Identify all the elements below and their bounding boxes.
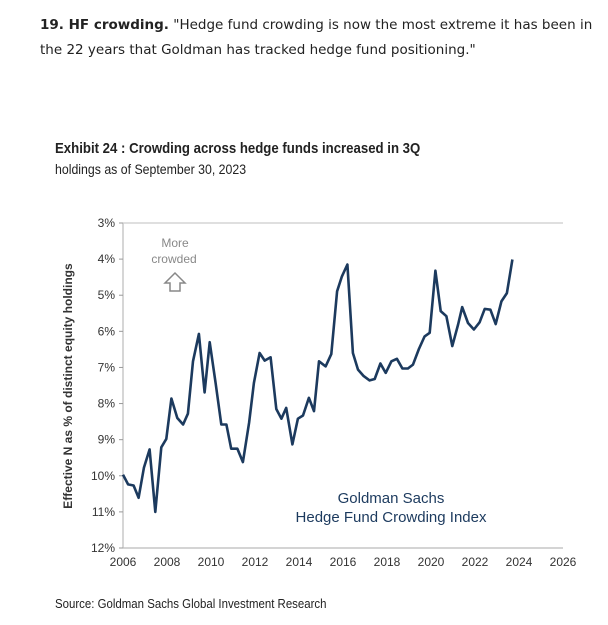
x-tick-label: 2020 [418,555,445,569]
exhibit-title: Exhibit 24 : Crowding across hedge funds… [55,140,421,157]
y-tick-label: 12% [91,541,115,555]
x-tick-label: 2012 [242,555,269,569]
series-label-line1: Goldman Sachs [338,490,445,507]
x-tick-label: 2024 [506,555,533,569]
y-tick-label: 3% [98,216,116,230]
y-tick-label: 8% [98,397,116,411]
y-axis-label: Effective N as % of distinct equity hold… [61,263,75,509]
intro-label: 19. HF crowding. [40,17,169,33]
y-tick-label: 10% [91,469,115,483]
x-tick-label: 2016 [330,555,357,569]
intro-paragraph: 19. HF crowding. "Hedge fund crowding is… [40,13,600,63]
y-tick-label: 9% [98,433,116,447]
intro-quote: "Hedge fund crowding is now the most ext… [40,17,593,58]
x-tick-label: 2022 [462,555,489,569]
annotation-crowded: crowded [151,252,196,266]
y-tick-label: 5% [98,288,116,302]
series-label-line2: Hedge Fund Crowding Index [296,509,487,526]
x-tick-label: 2026 [550,555,577,569]
y-tick-label: 11% [92,505,115,519]
x-tick-label: 2014 [286,555,313,569]
y-tick-label: 7% [98,360,116,374]
y-tick-label: 4% [98,252,116,266]
x-tick-label: 2018 [374,555,401,569]
annotation-more: More [161,236,189,250]
x-tick-label: 2010 [198,555,225,569]
x-tick-label: 2006 [110,555,137,569]
exhibit-subtitle: holdings as of September 30, 2023 [55,161,247,177]
source-note: Source: Goldman Sachs Global Investment … [55,596,327,611]
up-arrow-icon [163,271,187,292]
y-tick-label: 6% [98,324,116,338]
x-tick-label: 2008 [154,555,181,569]
series-line [121,259,514,514]
